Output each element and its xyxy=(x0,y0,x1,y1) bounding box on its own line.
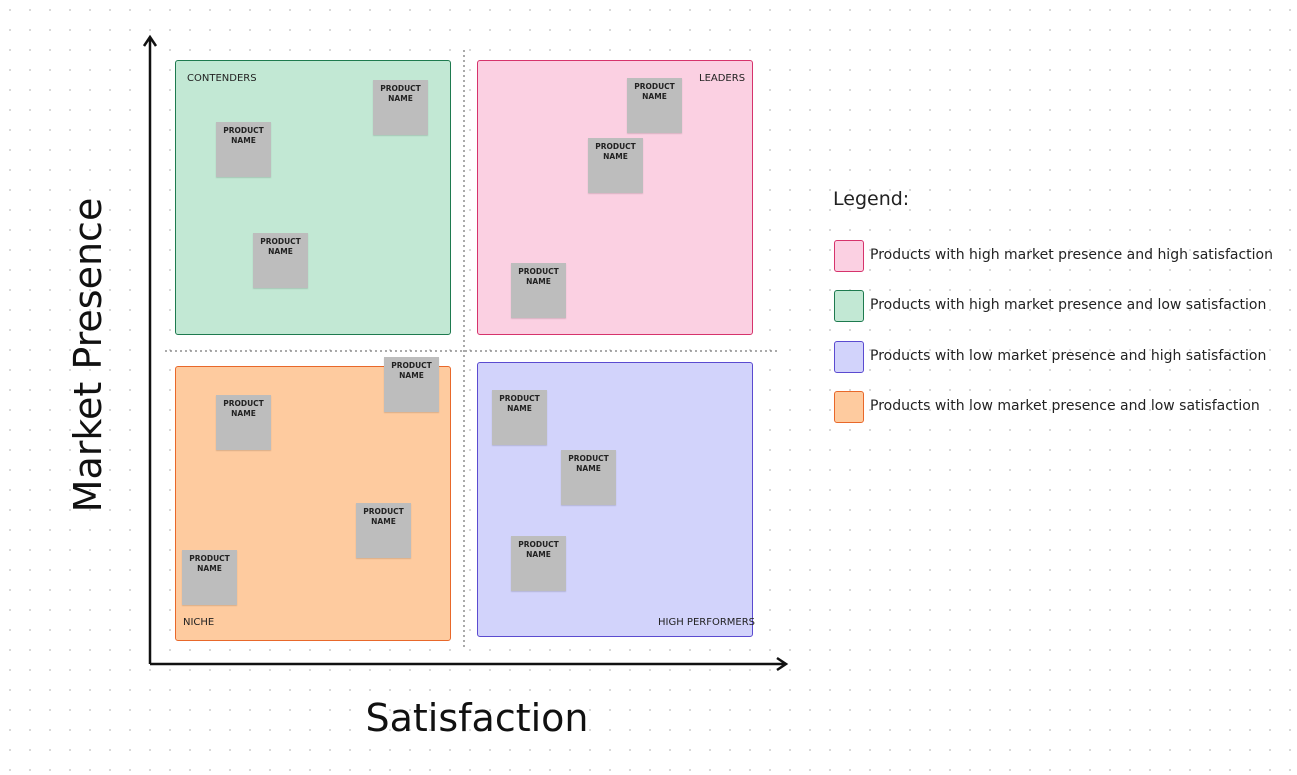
product-note: PRODUCT NAME xyxy=(588,138,643,193)
product-note: PRODUCT NAME xyxy=(356,503,411,558)
y-axis xyxy=(142,34,158,664)
product-note: PRODUCT NAME xyxy=(511,536,566,591)
x-axis-title: Satisfaction xyxy=(365,696,589,740)
legend-item: Products with low market presence and hi… xyxy=(870,348,1267,364)
legend-item: Products with high market presence and l… xyxy=(870,297,1267,313)
quadrant-label: HIGH PERFORMERS xyxy=(658,617,756,628)
product-note: PRODUCT NAME xyxy=(492,390,547,445)
product-note: PRODUCT NAME xyxy=(216,395,271,450)
product-note: PRODUCT NAME xyxy=(216,122,271,177)
product-note: PRODUCT NAME xyxy=(627,78,682,133)
quadrant-label: LEADERS xyxy=(699,73,746,84)
product-note: PRODUCT NAME xyxy=(253,233,308,288)
product-note: PRODUCT NAME xyxy=(561,450,616,505)
legend-swatch xyxy=(834,240,864,272)
quadrant-label: NICHE xyxy=(183,617,215,628)
product-note: PRODUCT NAME xyxy=(384,357,439,412)
legend-item: Products with low market presence and lo… xyxy=(870,398,1260,414)
product-note: PRODUCT NAME xyxy=(373,80,428,135)
product-note: PRODUCT NAME xyxy=(511,263,566,318)
x-axis xyxy=(150,656,789,672)
legend-swatch xyxy=(834,341,864,373)
legend-item: Products with high market presence and h… xyxy=(870,247,1273,263)
y-axis-title: Market Presence xyxy=(66,197,110,513)
legend-title: Legend: xyxy=(833,188,910,210)
product-note: PRODUCT NAME xyxy=(182,550,237,605)
quadrant-label: CONTENDERS xyxy=(187,73,257,84)
legend-swatch xyxy=(834,391,864,423)
legend-swatch xyxy=(834,290,864,322)
